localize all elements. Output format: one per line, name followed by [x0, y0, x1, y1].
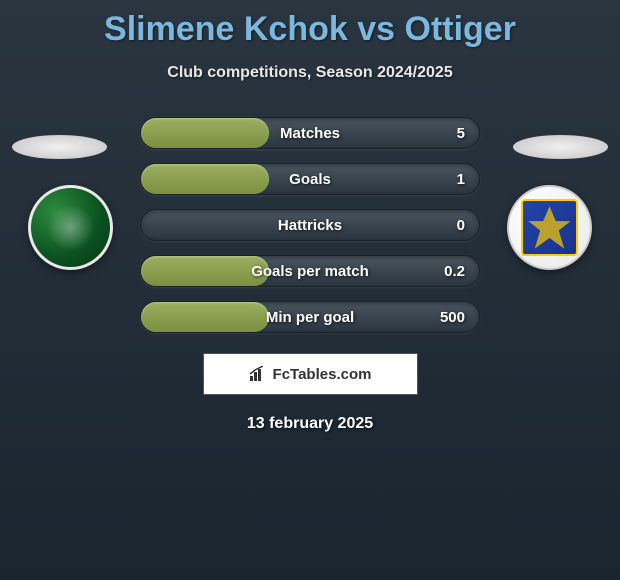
stat-bar-goals-per-match: Goals per match 0.2 [140, 255, 480, 287]
stat-label: Hattricks [278, 217, 342, 234]
stat-bar-goals: Goals 1 [140, 163, 480, 195]
stat-value: 500 [440, 309, 465, 326]
main-content: Matches 5 Goals 1 Hattricks 0 Goals per … [0, 117, 620, 433]
stats-list: Matches 5 Goals 1 Hattricks 0 Goals per … [140, 117, 480, 333]
stat-label: Goals per match [251, 263, 369, 280]
player-shadow-left [12, 135, 107, 159]
stat-label: Min per goal [266, 309, 354, 326]
club-badge-right-inner [521, 199, 578, 256]
season-subtitle: Club competitions, Season 2024/2025 [0, 64, 620, 82]
stat-fill [141, 164, 269, 194]
stat-fill [141, 118, 269, 148]
attribution-text: FcTables.com [273, 366, 372, 383]
stat-bar-hattricks: Hattricks 0 [140, 209, 480, 241]
chart-icon [249, 366, 267, 382]
stat-label: Matches [280, 125, 340, 142]
club-badge-left [28, 185, 113, 270]
club-badge-right [507, 185, 592, 270]
stat-value: 0 [457, 217, 465, 234]
stat-value: 5 [457, 125, 465, 142]
stat-fill [141, 302, 269, 332]
comparison-date: 13 february 2025 [0, 415, 620, 433]
stat-value: 0.2 [444, 263, 465, 280]
stat-label: Goals [289, 171, 331, 188]
comparison-title: Slimene Kchok vs Ottiger [0, 0, 620, 49]
attribution-box: FcTables.com [203, 353, 418, 395]
stat-bar-matches: Matches 5 [140, 117, 480, 149]
stat-value: 1 [457, 171, 465, 188]
player-shadow-right [513, 135, 608, 159]
stat-bar-min-per-goal: Min per goal 500 [140, 301, 480, 333]
